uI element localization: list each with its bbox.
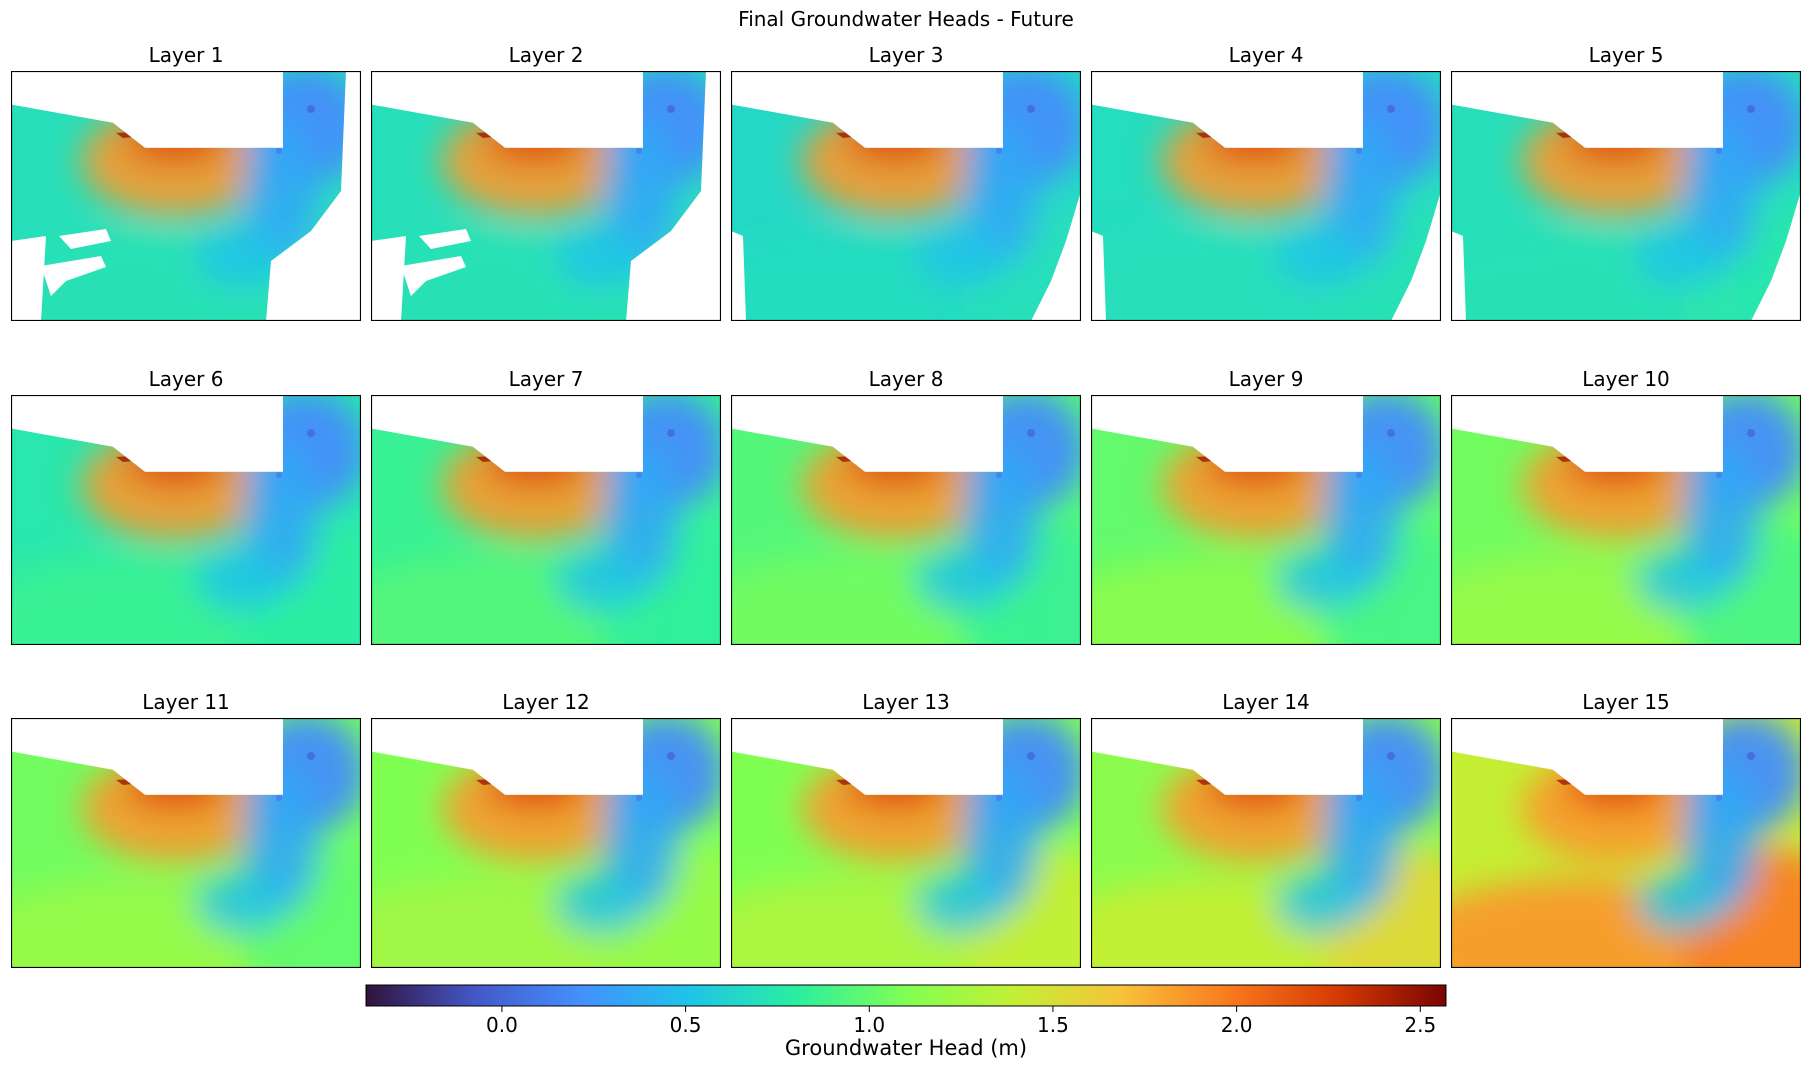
colorbar-tick-label: 2.0 (1221, 1013, 1253, 1037)
colorbar-tick-label: 1.5 (1037, 1013, 1069, 1037)
panel-title: Layer 13 (862, 690, 950, 714)
panel-title: Layer 15 (1582, 690, 1670, 714)
panel-title: Layer 6 (149, 367, 224, 391)
panel-grid: Layer 1 Layer 2 Layer 3 Layer 4 Layer 5 Layer… (11, 43, 1801, 968)
head-map (371, 718, 721, 968)
panel-layer-1: Layer 1 (11, 43, 361, 321)
panel-layer-14: Layer 14 (1091, 690, 1441, 968)
panel-layer-13: Layer 13 (731, 690, 1081, 968)
panel-layer-10: Layer 10 (1451, 367, 1801, 645)
panel-title: Layer 1 (149, 43, 224, 67)
panel-title: Layer 5 (1589, 43, 1664, 67)
panel-title: Layer 9 (1229, 367, 1304, 391)
panel-title: Layer 12 (502, 690, 590, 714)
head-map (1091, 718, 1441, 968)
panel-title: Layer 7 (509, 367, 584, 391)
panel-layer-7: Layer 7 (371, 367, 721, 645)
panel-title: Layer 14 (1222, 690, 1310, 714)
head-map (731, 395, 1081, 645)
colorbar: 0.0 0.5 1.0 1.5 2.0 2.5 Groundwater Head (m) (365, 984, 1447, 1060)
panel-title: Layer 3 (869, 43, 944, 67)
colorbar-label: Groundwater Head (m) (785, 1036, 1027, 1060)
panel-layer-4: Layer 4 (1091, 43, 1441, 321)
panel-title: Layer 11 (142, 690, 230, 714)
head-map (11, 395, 361, 645)
panel-layer-9: Layer 9 (1091, 367, 1441, 645)
colorbar-ticks: 0.0 0.5 1.0 1.5 2.0 2.5 (486, 1006, 1436, 1037)
panel-layer-5: Layer 5 (1451, 43, 1801, 321)
head-map (1451, 395, 1801, 645)
colorbar-tick-label: 0.5 (670, 1013, 702, 1037)
head-map (731, 71, 1081, 321)
head-map (731, 718, 1081, 968)
panel-title: Layer 8 (869, 367, 944, 391)
head-map (1451, 71, 1801, 321)
head-map (371, 395, 721, 645)
panel-layer-8: Layer 8 (731, 367, 1081, 645)
head-map (11, 71, 361, 321)
panel-layer-12: Layer 12 (371, 690, 721, 968)
figure-title: Final Groundwater Heads - Future (738, 7, 1074, 31)
panel-title: Layer 2 (509, 43, 584, 67)
panel-layer-3: Layer 3 (731, 43, 1081, 321)
panel-layer-2: Layer 2 (371, 43, 721, 321)
panel-title: Layer 4 (1229, 43, 1304, 67)
panel-layer-6: Layer 6 (11, 367, 361, 645)
head-map (1091, 71, 1441, 321)
colorbar-tick-label: 0.0 (486, 1013, 518, 1037)
head-map (371, 71, 721, 321)
panel-layer-15: Layer 15 (1451, 690, 1801, 968)
head-map (11, 718, 361, 968)
colorbar-tick-label: 1.0 (853, 1013, 885, 1037)
panel-title: Layer 10 (1582, 367, 1670, 391)
panel-layer-11: Layer 11 (11, 690, 361, 968)
head-map (1091, 395, 1441, 645)
colorbar-strip (365, 984, 1447, 1007)
head-map (1451, 718, 1801, 968)
colorbar-tick-label: 2.5 (1404, 1013, 1436, 1037)
